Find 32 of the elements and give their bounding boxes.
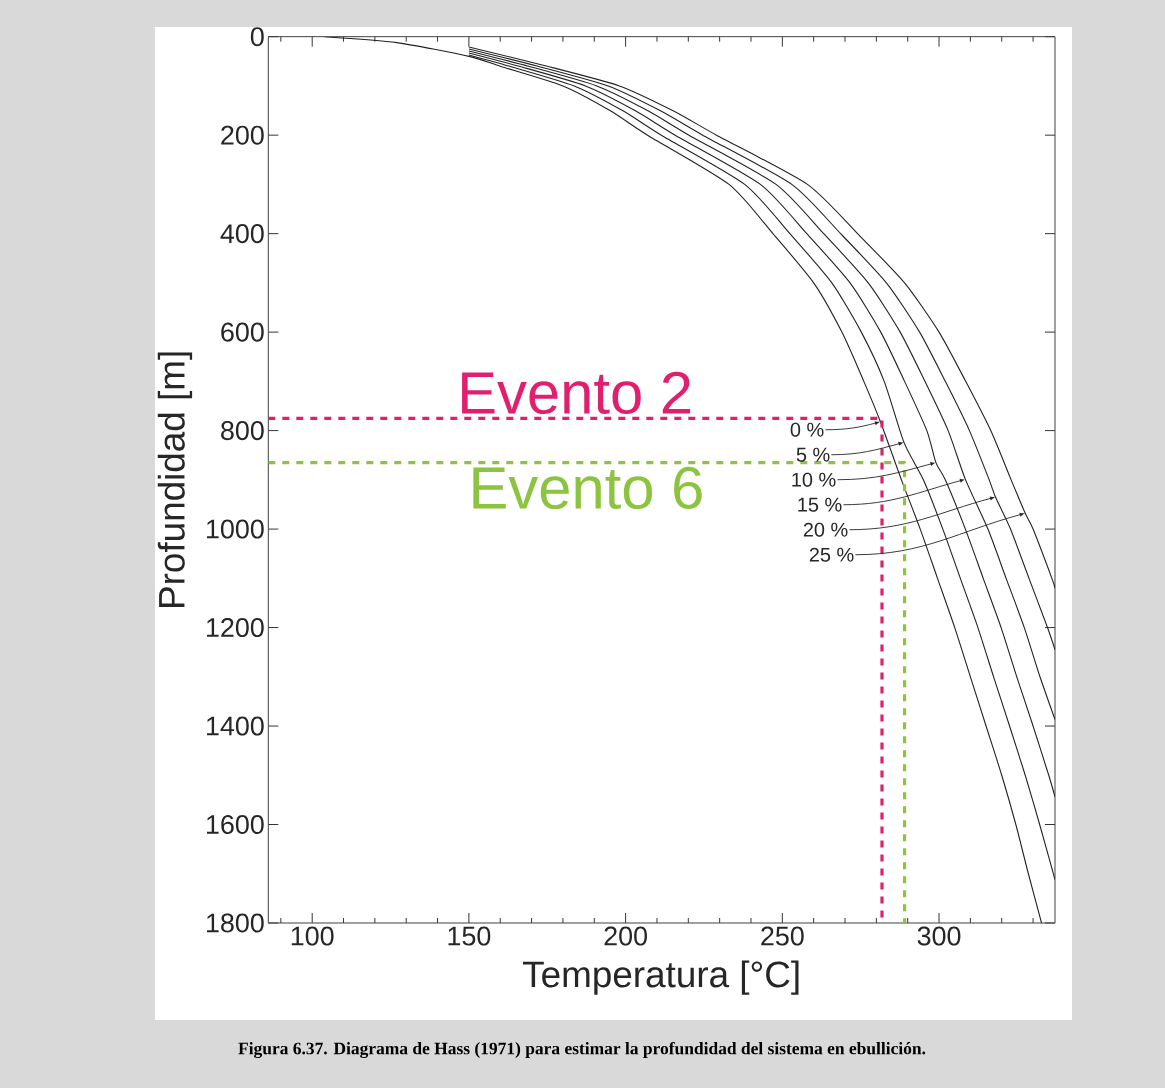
point <box>874 421 881 426</box>
point <box>959 478 966 483</box>
y-axis-title: Profundidad [m] <box>157 352 193 607</box>
y-tick-label: 1200 <box>206 618 264 638</box>
y-tick-label: 800 <box>221 421 264 441</box>
x-axis-title: Temperatura [°C] <box>522 960 799 995</box>
y-tick-label: 200 <box>221 125 264 145</box>
y-tick-label: 0 <box>250 27 264 47</box>
text: Figura 6.37. Diagrama de Hass (1971) para estimar la profundidad del sistema en ebullición. <box>238 1041 926 1059</box>
x-tick-label: 200 <box>604 926 647 946</box>
point <box>1019 512 1026 517</box>
y-tick-label: 1800 <box>206 913 264 933</box>
annotation: 10 % <box>792 472 836 487</box>
annotation: 0 % <box>790 422 824 437</box>
point <box>898 441 904 446</box>
annotation: 25 % <box>809 547 854 562</box>
annotation: 20 % <box>803 522 848 537</box>
y-tick-label: 1000 <box>206 519 264 539</box>
y-tick-label: 1600 <box>206 815 264 835</box>
series-label: Evento 6 <box>473 466 702 510</box>
series-label: Evento 2 <box>462 371 691 415</box>
y-tick-label: 1400 <box>206 716 264 736</box>
annotation: 5 % <box>796 447 830 462</box>
x-tick-label: 150 <box>448 926 491 946</box>
point <box>989 496 996 501</box>
point <box>930 462 936 467</box>
annotation: 15 % <box>798 497 842 512</box>
x-tick-label: 100 <box>291 926 334 946</box>
y-tick-label: 600 <box>221 322 264 342</box>
y-tick-label: 400 <box>220 224 264 244</box>
x-tick-label: 250 <box>761 926 804 946</box>
x-tick-label: 300 <box>917 926 961 946</box>
